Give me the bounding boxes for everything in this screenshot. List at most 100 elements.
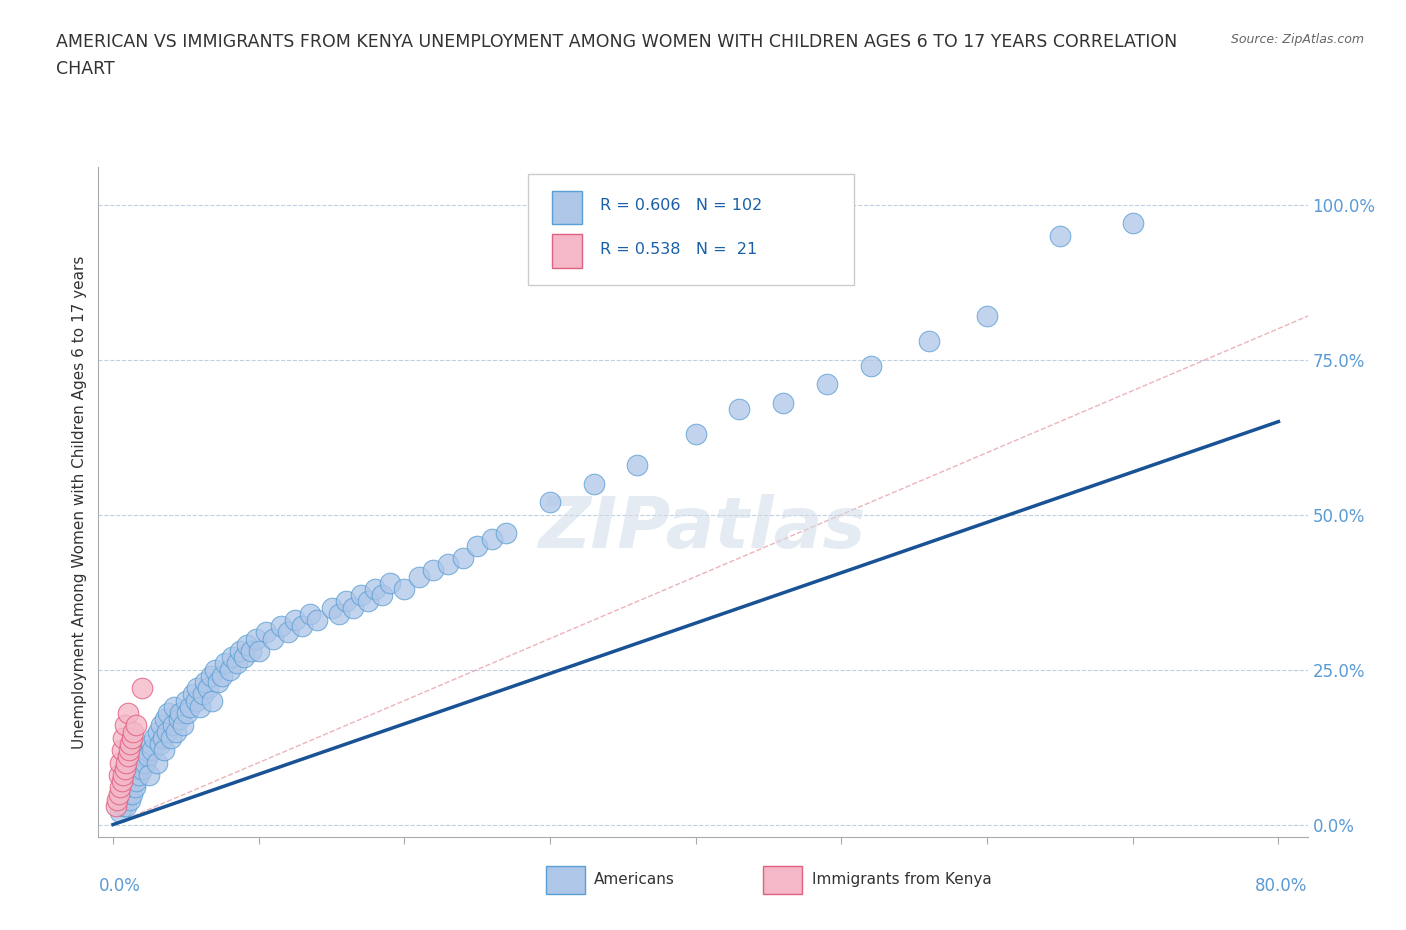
Point	[163, 699, 186, 714]
Point	[350, 588, 373, 603]
Text: CHART: CHART	[56, 60, 115, 78]
Point	[104, 799, 127, 814]
Point	[114, 762, 136, 777]
Text: R = 0.606   N = 102: R = 0.606 N = 102	[600, 198, 762, 213]
Point	[342, 600, 364, 615]
Point	[165, 724, 187, 739]
Point	[190, 699, 212, 714]
Point	[298, 606, 321, 621]
Point	[120, 774, 142, 789]
Point	[155, 711, 177, 726]
Point	[394, 581, 416, 596]
Point	[364, 581, 387, 596]
Point	[277, 625, 299, 640]
Point	[194, 674, 217, 689]
Point	[141, 743, 163, 758]
Text: Source: ZipAtlas.com: Source: ZipAtlas.com	[1230, 33, 1364, 46]
Point	[121, 730, 143, 745]
Point	[218, 662, 240, 677]
Point	[125, 774, 148, 789]
Point	[328, 606, 350, 621]
Point	[145, 755, 167, 770]
Text: 0.0%: 0.0%	[98, 877, 141, 896]
Point	[110, 780, 132, 795]
Point	[181, 687, 204, 702]
Point	[728, 402, 751, 417]
Point	[172, 718, 194, 733]
Point	[124, 780, 146, 795]
Point	[371, 588, 394, 603]
FancyBboxPatch shape	[551, 234, 582, 268]
Point	[193, 687, 215, 702]
FancyBboxPatch shape	[527, 174, 855, 285]
Point	[422, 563, 444, 578]
Point	[149, 737, 172, 751]
Text: Americans: Americans	[595, 872, 675, 887]
FancyBboxPatch shape	[763, 866, 803, 894]
Point	[200, 669, 222, 684]
Point	[112, 767, 135, 782]
Point	[815, 377, 838, 392]
Point	[976, 309, 998, 324]
Point	[131, 762, 153, 777]
Point	[225, 656, 247, 671]
FancyBboxPatch shape	[551, 191, 582, 224]
Point	[685, 427, 707, 442]
Point	[197, 681, 219, 696]
Point	[186, 681, 208, 696]
Point	[131, 681, 153, 696]
Point	[129, 755, 152, 770]
Point	[135, 743, 157, 758]
Point	[108, 786, 131, 801]
Point	[156, 724, 179, 739]
Point	[495, 525, 517, 540]
Point	[221, 650, 243, 665]
Point	[110, 755, 132, 770]
Point	[357, 594, 380, 609]
Point	[120, 737, 142, 751]
Point	[120, 792, 142, 807]
Point	[167, 711, 190, 726]
Point	[335, 594, 357, 609]
Point	[245, 631, 267, 646]
Point	[582, 476, 605, 491]
Point	[115, 799, 138, 814]
Point	[105, 792, 128, 807]
Point	[114, 718, 136, 733]
Point	[138, 767, 160, 782]
Point	[772, 395, 794, 410]
Point	[236, 637, 259, 652]
Point	[132, 749, 155, 764]
Y-axis label: Unemployment Among Women with Children Ages 6 to 17 years: Unemployment Among Women with Children A…	[72, 256, 87, 749]
Point	[437, 557, 460, 572]
Point	[117, 749, 139, 764]
Text: 80.0%: 80.0%	[1256, 877, 1308, 896]
Point	[174, 693, 197, 708]
Text: ZIPatlas: ZIPatlas	[540, 495, 866, 564]
Point	[127, 762, 149, 777]
Point	[108, 767, 131, 782]
Point	[240, 644, 263, 658]
Point	[481, 532, 503, 547]
Point	[233, 650, 256, 665]
Point	[254, 625, 277, 640]
Point	[451, 551, 474, 565]
Text: R = 0.538   N =  21: R = 0.538 N = 21	[600, 242, 758, 258]
Point	[184, 693, 207, 708]
Point	[152, 730, 174, 745]
Point	[111, 743, 134, 758]
Point	[1122, 216, 1144, 231]
Point	[125, 718, 148, 733]
Point	[136, 749, 159, 764]
Point	[139, 737, 162, 751]
Point	[859, 358, 882, 373]
Point	[117, 786, 139, 801]
Point	[114, 792, 136, 807]
Point	[110, 804, 132, 819]
Point	[121, 786, 143, 801]
Point	[201, 693, 224, 708]
Point	[176, 706, 198, 721]
Point	[305, 613, 328, 628]
Point	[378, 576, 401, 591]
Text: AMERICAN VS IMMIGRANTS FROM KENYA UNEMPLOYMENT AMONG WOMEN WITH CHILDREN AGES 6 : AMERICAN VS IMMIGRANTS FROM KENYA UNEMPL…	[56, 33, 1177, 50]
